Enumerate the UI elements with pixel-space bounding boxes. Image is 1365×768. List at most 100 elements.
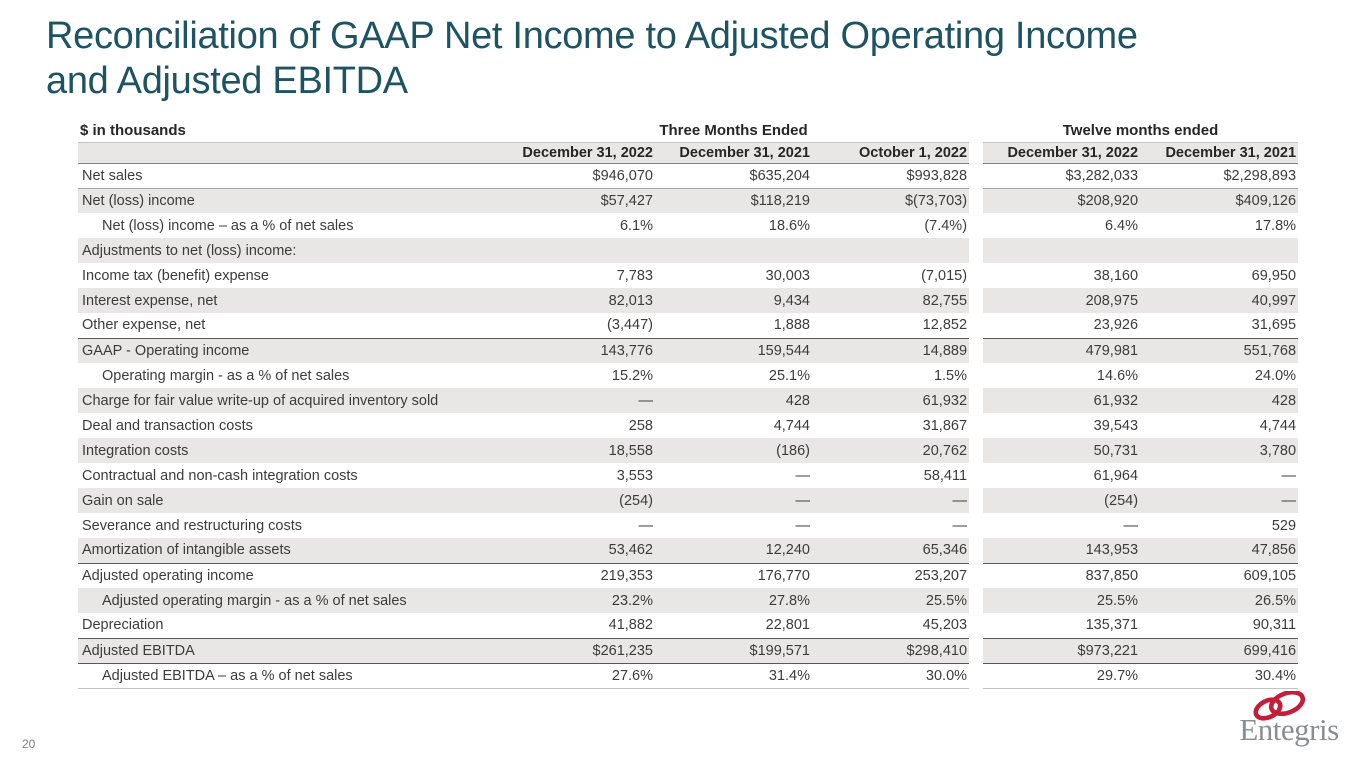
cell-value: — bbox=[795, 467, 811, 484]
cell-value: 837,850 bbox=[983, 562, 1141, 588]
cell-value: 26.5% bbox=[1140, 588, 1299, 613]
cell-value bbox=[983, 238, 1141, 263]
row-label: Other expense, net bbox=[82, 317, 206, 334]
group-header-twelve-months: Twelve months ended bbox=[1062, 121, 1219, 139]
cell-value: 258 bbox=[628, 417, 653, 434]
cell-value: 428 bbox=[1140, 388, 1299, 413]
cell-value: — bbox=[1123, 517, 1139, 534]
cell-value: 61,932 bbox=[812, 388, 970, 413]
entegris-wordmark: Entegris bbox=[1239, 712, 1339, 747]
column-group-gap bbox=[969, 563, 984, 588]
cell-value: (254) bbox=[498, 488, 655, 513]
column-group-gap bbox=[969, 638, 984, 663]
cell-value: 82,755 bbox=[812, 288, 970, 313]
cell-value: $2,298,893 bbox=[1140, 163, 1299, 189]
column-group-gap bbox=[969, 238, 984, 263]
table-row: GAAP - Operating income 143,776 159,544 14,… bbox=[78, 337, 1299, 363]
column-group-gap bbox=[969, 213, 984, 238]
cell-value: 479,981 bbox=[983, 337, 1141, 363]
table-row: Adjusted EBITDA – as a % of net sales 27.… bbox=[78, 663, 1299, 689]
cell-value: — bbox=[638, 517, 654, 534]
cell-value: 7,783 bbox=[616, 267, 653, 284]
column-group-gap bbox=[969, 120, 984, 142]
units-label: $ in thousands bbox=[80, 121, 186, 139]
cell-value: 12,852 bbox=[922, 317, 968, 334]
table-row: Integration costs 18,558 (186) 20,762 50,731… bbox=[78, 438, 1299, 463]
row-label: Adjusted operating income bbox=[78, 562, 498, 588]
column-header: December 31, 2022 bbox=[983, 141, 1141, 164]
cell-value: 29.7% bbox=[983, 663, 1141, 689]
cell-value: 6.1% bbox=[619, 217, 653, 234]
table-row: Depreciation 41,882 22,801 45,203 135,371 90,… bbox=[78, 613, 1298, 638]
cell-value bbox=[1140, 238, 1299, 263]
date-header-label-spacer bbox=[78, 141, 498, 164]
row-label: Charge for fair value write-up of acquir… bbox=[78, 388, 498, 413]
cell-value: 135,371 bbox=[1085, 617, 1139, 634]
row-label: Adjusted EBITDA bbox=[78, 637, 498, 664]
column-group-gap bbox=[969, 488, 984, 513]
entegris-rings-icon bbox=[1253, 691, 1306, 721]
column-header: December 31, 2021 bbox=[1140, 141, 1299, 164]
cell-value: 4,744 bbox=[1259, 417, 1297, 434]
column-group-gap bbox=[969, 463, 984, 488]
cell-value: 9,434 bbox=[655, 288, 812, 313]
table-row: Adjusted operating income 219,353 176,770 2… bbox=[78, 562, 1299, 588]
cell-value: $409,126 bbox=[1140, 188, 1299, 213]
table-row: Net (loss) income $57,427 $118,219 $(73,703… bbox=[78, 188, 1299, 213]
cell-value: — bbox=[655, 488, 812, 513]
column-group-gap bbox=[969, 263, 984, 288]
cell-value: 18,558 bbox=[498, 438, 655, 463]
cell-value: 61,964 bbox=[1093, 467, 1139, 484]
cell-value: $635,204 bbox=[655, 163, 812, 189]
row-label: Net (loss) income bbox=[78, 188, 498, 213]
cell-value: 23.2% bbox=[498, 588, 655, 613]
cell-value: 15.2% bbox=[611, 367, 653, 384]
cell-value: $993,828 bbox=[812, 163, 970, 189]
cell-value bbox=[498, 238, 655, 263]
cell-value: — bbox=[812, 488, 970, 513]
row-label: Severance and restructuring costs bbox=[82, 517, 303, 534]
cell-value: 4,744 bbox=[773, 417, 810, 434]
page-number: 20 bbox=[22, 737, 36, 751]
cell-value: 45,203 bbox=[922, 617, 968, 634]
row-label: Adjusted operating margin - as a % of ne… bbox=[78, 588, 498, 613]
group-header-three-months: Three Months Ended bbox=[659, 121, 808, 139]
cell-value: $57,427 bbox=[498, 188, 655, 213]
table-row: Gain on sale (254) — — (254) — bbox=[78, 488, 1299, 513]
column-group-gap bbox=[969, 613, 984, 638]
cell-value: $199,571 bbox=[655, 637, 812, 664]
table-row: Adjusted operating margin - as a % of ne… bbox=[78, 588, 1299, 613]
cell-value: 65,346 bbox=[812, 538, 970, 563]
cell-value: 61,932 bbox=[983, 388, 1141, 413]
cell-value: 609,105 bbox=[1140, 562, 1299, 588]
cell-value: (7.4%) bbox=[924, 217, 968, 234]
column-group-gap bbox=[969, 538, 984, 563]
cell-value: 50,731 bbox=[983, 438, 1141, 463]
cell-value: 25.1% bbox=[768, 367, 810, 384]
row-label: Contractual and non-cash integration cos… bbox=[82, 467, 358, 484]
column-group-gap bbox=[969, 188, 984, 213]
table-row: Severance and restructuring costs — — — — 529 bbox=[78, 513, 1298, 538]
cell-value: 82,013 bbox=[498, 288, 655, 313]
cell-value: 27.8% bbox=[655, 588, 812, 613]
cell-value: 53,462 bbox=[498, 538, 655, 563]
row-label: Depreciation bbox=[82, 617, 164, 634]
cell-value: 25.5% bbox=[812, 588, 970, 613]
cell-value: 529 bbox=[1271, 517, 1297, 534]
table-row: Income tax (benefit) expense 7,783 30,003 (… bbox=[78, 263, 1298, 288]
cell-value: 25.5% bbox=[983, 588, 1141, 613]
row-label: GAAP - Operating income bbox=[78, 337, 498, 363]
cell-value: 30.4% bbox=[1140, 663, 1299, 689]
cell-value: 208,975 bbox=[983, 288, 1141, 313]
page-title-line2: and Adjusted EBITDA bbox=[46, 59, 408, 102]
row-label: Deal and transaction costs bbox=[82, 417, 253, 434]
cell-value: 20,762 bbox=[812, 438, 970, 463]
cell-value: $(73,703) bbox=[812, 188, 970, 213]
table-row: Operating margin - as a % of net sales 15… bbox=[78, 363, 1298, 388]
cell-value: 12,240 bbox=[655, 538, 812, 563]
cell-value: $298,410 bbox=[812, 637, 970, 664]
cell-value: — bbox=[1281, 467, 1297, 484]
cell-value: 159,544 bbox=[655, 337, 812, 363]
table-row: Net sales $946,070 $635,204 $993,828 $3,282,… bbox=[78, 163, 1299, 189]
page-title: Reconciliation of GAAP Net Income to Adj… bbox=[46, 14, 1326, 104]
